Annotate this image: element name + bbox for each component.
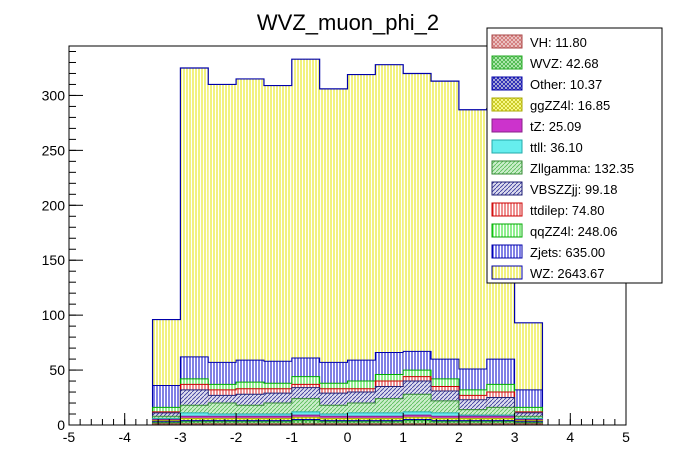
bar-vh-bin-13 <box>514 423 543 425</box>
y-axis: 0 50 100 150 200 250 300 <box>42 50 83 433</box>
bar-vh-bin-9 <box>403 423 432 425</box>
bar-vh-bin-8 <box>375 423 404 425</box>
histogram-stack <box>151 58 544 426</box>
legend-swatch <box>491 34 523 49</box>
legend-label: ggZZ4l: 16.85 <box>530 98 610 113</box>
x-tick-label: -5 <box>63 429 76 445</box>
x-tick-label: 0 <box>344 429 352 445</box>
legend-entry: VH: 11.80 <box>491 34 587 50</box>
bar-wvz-bin-3 <box>236 421 264 425</box>
legend-label: VH: 11.80 <box>530 35 587 50</box>
legend-entry: ggZZ4l: 16.85 <box>491 97 610 113</box>
bar-wvz-bin-10 <box>431 421 459 425</box>
bar-wvz-bin-12 <box>486 421 515 425</box>
x-tick-label: -4 <box>118 429 131 445</box>
bar-vh-bin-0 <box>152 423 181 425</box>
bar-wvz-bin-8 <box>375 421 404 425</box>
bar-vh-bin-6 <box>319 423 348 425</box>
legend-label: Other: 10.37 <box>530 77 602 92</box>
legend-swatch <box>491 55 523 70</box>
y-tick-label: 300 <box>42 87 66 103</box>
bar-vh-bin-1 <box>180 423 209 425</box>
bar-vh-bin-4 <box>263 423 292 425</box>
outline-zjets <box>152 350 543 425</box>
bar-vh-bin-3 <box>236 423 264 425</box>
bar-vh-bin-12 <box>486 423 515 425</box>
legend-swatch <box>491 265 523 280</box>
bar-wvz-bin-9 <box>403 420 432 425</box>
legend-label: ttdilep: 74.80 <box>530 203 604 218</box>
legend: VH: 11.80 WVZ: 42.68 Other: 10.37 ggZZ4l: 1… <box>486 27 663 284</box>
x-tick-label: -1 <box>286 429 299 445</box>
legend-entry: Other: 10.37 <box>491 76 602 92</box>
legend-swatch <box>491 223 523 238</box>
legend-entry: Zllgamma: 132.35 <box>491 160 634 176</box>
outline-ttdilep <box>152 376 543 425</box>
legend-swatch <box>491 181 523 196</box>
y-tick-label: 250 <box>42 142 66 158</box>
outline-vbszzjj <box>152 380 543 425</box>
legend-label: Zllgamma: 132.35 <box>530 161 634 176</box>
x-tick-label: -3 <box>174 429 187 445</box>
x-tick-label: -2 <box>230 429 243 445</box>
outline-qqzz4l <box>152 369 543 425</box>
legend-label: tZ: 25.09 <box>530 119 581 134</box>
legend-box <box>486 27 663 284</box>
bar-vh-bin-10 <box>431 423 459 425</box>
y-tick-label: 200 <box>42 197 66 213</box>
x-tick-label: 5 <box>622 429 630 445</box>
bar-wvz-bin-6 <box>319 421 348 425</box>
y-tick-label: 50 <box>49 362 65 378</box>
legend-entry: VBSZZjj: 99.18 <box>491 181 617 197</box>
y-tick-label: 150 <box>42 252 66 268</box>
bar-wvz-bin-2 <box>208 421 237 425</box>
legend-entry: qqZZ4l: 248.06 <box>491 223 617 239</box>
legend-swatch <box>491 76 523 91</box>
legend-entry: Zjets: 635.00 <box>491 244 605 260</box>
legend-entry: ttdilep: 74.80 <box>491 202 604 218</box>
chart-title: WVZ_muon_phi_2 <box>257 10 439 35</box>
legend-label: qqZZ4l: 248.06 <box>530 224 617 239</box>
legend-label: WVZ: 42.68 <box>530 56 599 71</box>
legend-entry: WZ: 2643.67 <box>491 265 604 281</box>
bar-vh-bin-11 <box>458 423 487 425</box>
legend-entry: tZ: 25.09 <box>491 118 581 134</box>
legend-label: VBSZZjj: 99.18 <box>530 182 617 197</box>
legend-swatch <box>491 118 523 133</box>
x-tick-label: 2 <box>455 429 463 445</box>
legend-entry: ttll: 36.10 <box>491 139 583 155</box>
legend-swatch <box>491 139 523 154</box>
x-tick-label: 3 <box>511 429 519 445</box>
legend-swatch <box>491 202 523 217</box>
legend-swatch <box>491 244 523 259</box>
x-tick-label: 4 <box>566 429 574 445</box>
bar-wvz-bin-5 <box>291 420 320 425</box>
bar-wvz-bin-7 <box>347 421 376 425</box>
bar-wvz-bin-1 <box>180 421 209 425</box>
y-tick-label: 100 <box>42 307 66 323</box>
bar-vh-bin-7 <box>347 423 376 425</box>
legend-entry: WVZ: 42.68 <box>491 55 599 71</box>
legend-label: WZ: 2643.67 <box>530 266 604 281</box>
bar-wvz-bin-11 <box>458 421 487 425</box>
y-tick-label: 0 <box>57 417 65 433</box>
bar-wvz-bin-4 <box>263 421 292 425</box>
outline-zllgamma <box>152 393 543 425</box>
bar-vh-bin-5 <box>291 423 320 425</box>
legend-swatch <box>491 160 523 175</box>
legend-swatch <box>491 97 523 112</box>
legend-label: Zjets: 635.00 <box>530 245 605 260</box>
x-axis: -5 -4 -3 -2 -1 0 1 2 3 4 5 <box>63 413 630 445</box>
x-tick-label: 1 <box>399 429 407 445</box>
legend-label: ttll: 36.10 <box>530 140 583 155</box>
bar-vh-bin-2 <box>208 423 237 425</box>
